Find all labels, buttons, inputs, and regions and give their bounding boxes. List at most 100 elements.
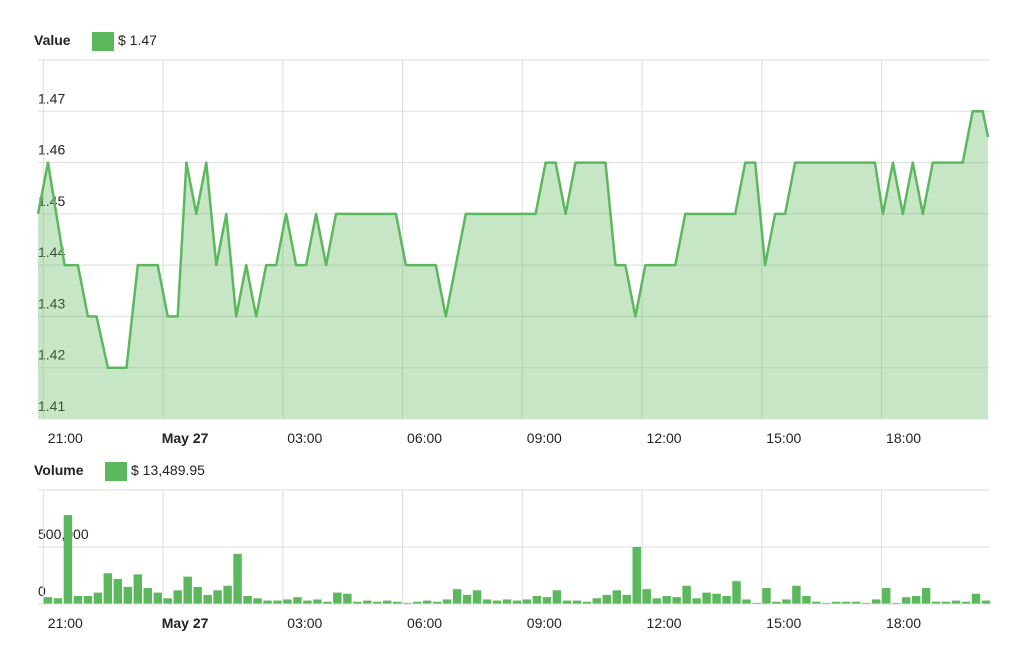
bar <box>692 598 701 604</box>
bar <box>273 600 282 604</box>
bar <box>732 581 741 604</box>
x-tick-label: 09:00 <box>527 615 562 631</box>
bar <box>472 590 482 604</box>
bar <box>492 600 502 604</box>
x-tick-label: 06:00 <box>407 430 442 446</box>
x-tick-label: May 27 <box>162 615 209 631</box>
bar <box>931 601 941 604</box>
bar <box>642 589 651 604</box>
bar <box>782 599 791 604</box>
line <box>36 110 990 369</box>
legend-label: $ 13,489.95 <box>131 462 205 478</box>
bar <box>452 589 462 604</box>
bar <box>981 600 991 604</box>
bar <box>792 585 801 604</box>
bar <box>442 599 452 604</box>
bar <box>303 600 312 604</box>
bar <box>53 598 63 604</box>
legend-swatch <box>105 462 127 481</box>
bar <box>881 588 891 604</box>
y-tick-label: 500,000 <box>38 526 89 542</box>
bar <box>323 601 332 604</box>
bar <box>223 585 232 604</box>
bar <box>862 602 871 604</box>
bar <box>592 598 602 604</box>
x-tick-label: 03:00 <box>287 430 322 446</box>
bar <box>482 599 492 604</box>
bar <box>63 515 73 604</box>
x-tick-label: 21:00 <box>48 430 83 446</box>
bar <box>712 593 721 604</box>
y-tick-label: 1.43 <box>38 295 65 311</box>
bar <box>133 574 143 604</box>
area-fill <box>38 111 988 420</box>
y-tick-label: 1.41 <box>38 398 65 414</box>
bar <box>702 592 711 604</box>
x-tick-label: 15:00 <box>766 430 801 446</box>
bar <box>742 599 751 604</box>
bar <box>502 599 512 604</box>
bar <box>353 601 362 604</box>
bar <box>762 588 771 604</box>
bar <box>373 601 382 604</box>
bar <box>143 588 153 604</box>
bar <box>203 594 212 604</box>
legend-title: Value <box>34 32 71 48</box>
bar <box>522 599 532 604</box>
bar <box>971 593 981 604</box>
bar <box>662 596 671 604</box>
x-tick-label: 09:00 <box>527 430 562 446</box>
x-tick-label: 18:00 <box>886 615 921 631</box>
bar <box>173 590 182 604</box>
legend-title: Volume <box>34 462 84 478</box>
bar <box>462 594 472 604</box>
bar <box>532 596 542 604</box>
bar <box>343 593 352 604</box>
bar <box>193 586 202 604</box>
y-tick-label: 1.44 <box>38 244 65 260</box>
bar <box>293 597 302 604</box>
bar <box>432 601 442 604</box>
bar <box>752 602 761 604</box>
bar <box>961 601 971 604</box>
bar <box>363 600 372 604</box>
x-tick-label: 18:00 <box>886 430 921 446</box>
y-tick-label: 0 <box>38 583 46 599</box>
bar <box>622 594 632 604</box>
bar <box>891 602 901 604</box>
x-tick-label: 12:00 <box>647 430 682 446</box>
bar <box>772 601 781 604</box>
bar <box>283 599 292 604</box>
bar <box>941 601 951 604</box>
bar <box>512 600 522 604</box>
x-tick-label: May 27 <box>162 430 209 446</box>
x-tick-label: 21:00 <box>48 615 83 631</box>
bar <box>333 592 342 604</box>
bar <box>901 597 911 604</box>
x-tick-label: 03:00 <box>287 615 322 631</box>
bar <box>412 601 422 604</box>
bar <box>602 594 612 604</box>
bar <box>263 600 272 604</box>
bar <box>213 590 222 604</box>
bar <box>672 597 681 604</box>
bar <box>183 576 192 604</box>
bar <box>43 597 53 604</box>
bar <box>552 590 562 604</box>
bar <box>562 600 572 604</box>
bar <box>313 599 322 604</box>
bar <box>921 588 931 604</box>
bar <box>911 596 921 604</box>
bar <box>832 601 841 604</box>
bar <box>542 597 552 604</box>
bar <box>103 573 113 604</box>
y-tick-label: 1.42 <box>38 347 65 363</box>
bar <box>233 553 242 604</box>
legend-label: $ 1.47 <box>118 32 157 48</box>
bar <box>83 596 93 604</box>
bar <box>822 602 831 604</box>
y-tick-label: 1.45 <box>38 193 65 209</box>
bar <box>802 596 811 604</box>
bar <box>842 601 851 604</box>
bar <box>383 600 392 604</box>
